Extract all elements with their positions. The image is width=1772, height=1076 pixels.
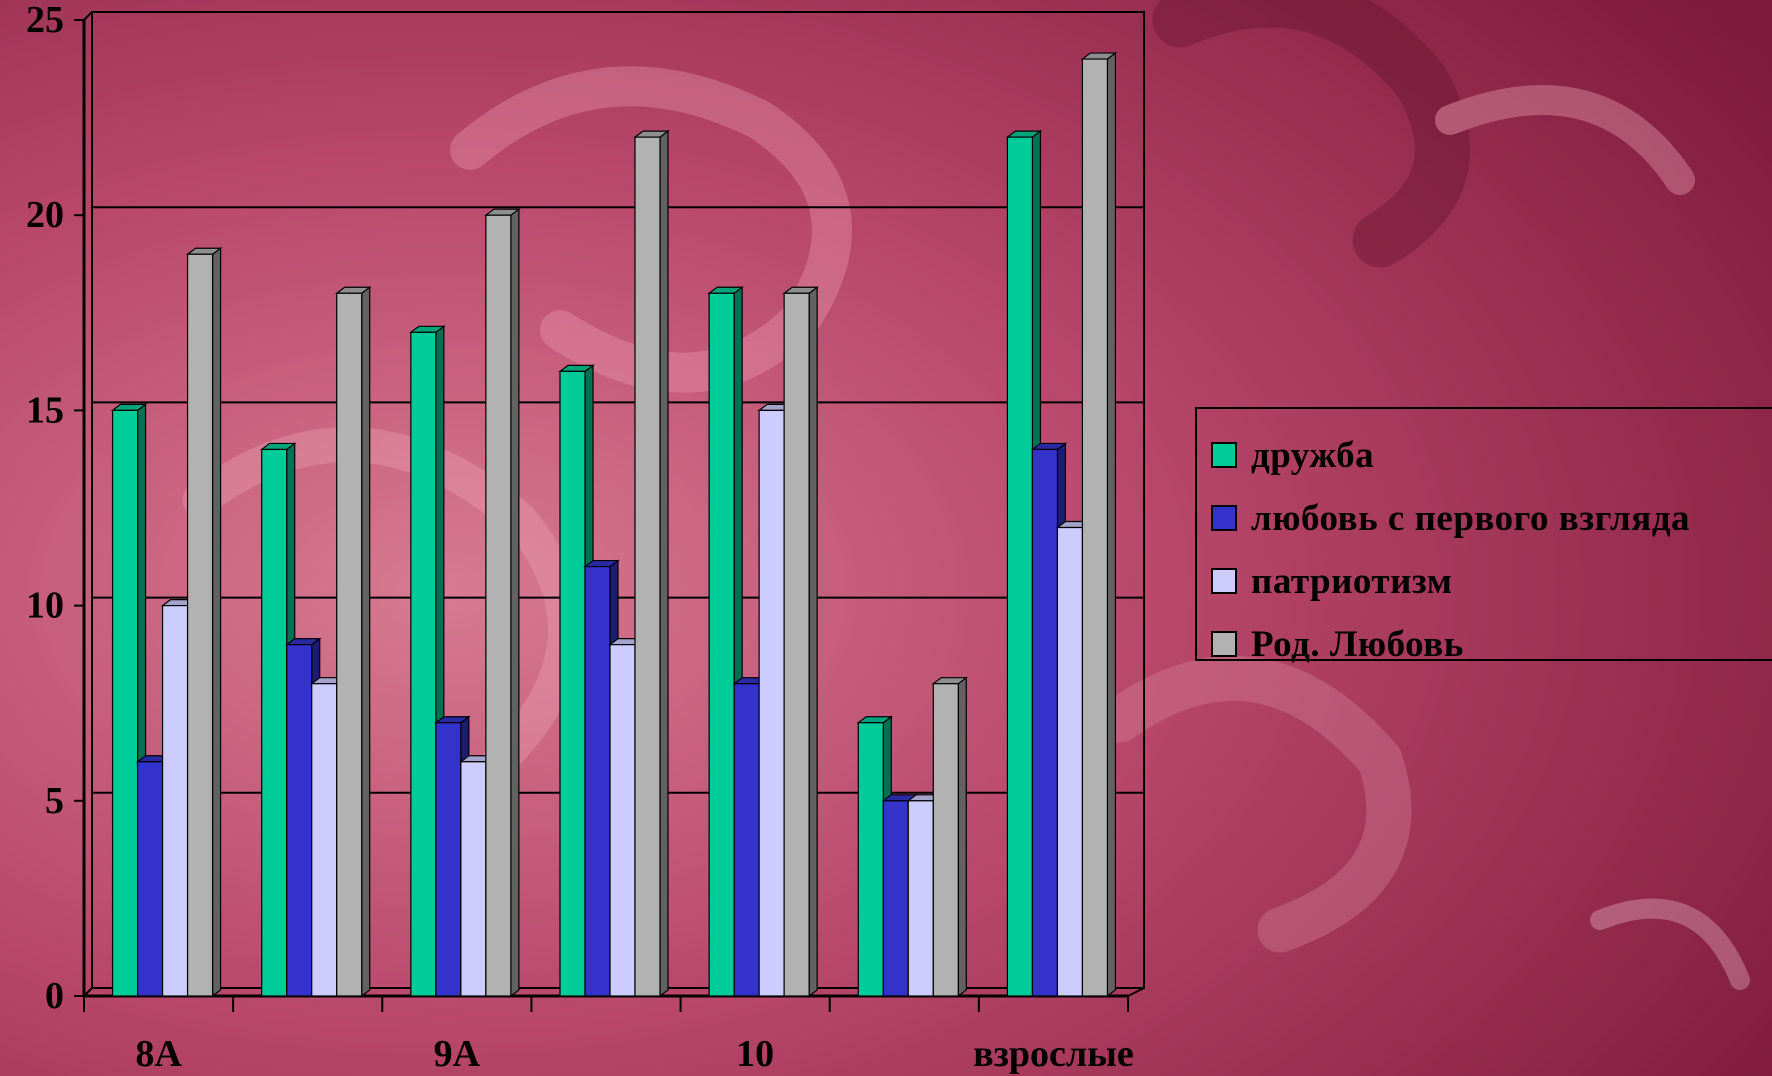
- legend: дружба любовь с первого взгляда патриотизм…: [1195, 407, 1772, 665]
- bar-front: [882, 800, 909, 997]
- legend-label: Род. Любовь: [1251, 623, 1464, 665]
- x-tick-label: 9А: [434, 1033, 481, 1075]
- depth-edge: [1127, 987, 1145, 997]
- bar-front: [1056, 526, 1084, 997]
- bar-side: [211, 247, 222, 998]
- bar: [259, 442, 297, 998]
- legend-label: патриотизм: [1251, 560, 1453, 602]
- bar: [185, 247, 223, 998]
- y-tick-label: 10: [26, 585, 64, 627]
- bar-front: [286, 644, 313, 997]
- y-tick-label: 5: [45, 780, 64, 822]
- bar-side: [1106, 51, 1117, 998]
- bar-front: [311, 683, 338, 997]
- bar-side: [957, 676, 967, 998]
- bar-front: [1031, 448, 1059, 997]
- bar-front: [336, 292, 363, 997]
- legend-swatch: [1211, 442, 1237, 468]
- bar-front: [435, 722, 462, 997]
- bar-front: [609, 644, 636, 997]
- bar-front: [485, 214, 512, 997]
- bar: [334, 286, 372, 998]
- legend-swatch: [1211, 505, 1237, 531]
- bar-front: [932, 683, 959, 997]
- legend-swatch: [1211, 568, 1237, 594]
- legend-item: Род. Любовь: [1211, 623, 1464, 665]
- bar-front: [161, 604, 189, 997]
- bar-front: [907, 800, 934, 997]
- bar: [484, 207, 521, 998]
- bar-front: [410, 331, 437, 997]
- bar-side: [510, 207, 520, 998]
- x-tick-label: 8А: [135, 1033, 182, 1075]
- bar-front: [1006, 136, 1034, 997]
- legend-item: дружба: [1211, 434, 1375, 476]
- bar-front: [1081, 58, 1109, 997]
- bar-front: [584, 565, 611, 997]
- bar-front: [733, 683, 760, 997]
- bar: [782, 286, 819, 998]
- bar: [409, 325, 446, 998]
- y-tick-labels: 0 5 10 15 20 25: [26, 0, 64, 1017]
- legend-item: любовь с первого взгляда: [1211, 497, 1691, 539]
- bar-side: [659, 129, 669, 998]
- y-tick-label: 0: [45, 975, 64, 1017]
- bar: [633, 129, 670, 998]
- bar-front: [634, 136, 661, 997]
- bar-side: [361, 286, 371, 998]
- legend-label: любовь с первого взгляда: [1251, 497, 1691, 539]
- legend-swatch: [1211, 631, 1237, 657]
- x-tick-labels: 8А 9А 10 взрослые: [135, 1033, 1133, 1075]
- legend-label: дружба: [1251, 434, 1375, 476]
- bars: [110, 51, 1118, 998]
- legend-item: патриотизм: [1211, 560, 1453, 602]
- bar-front: [111, 409, 139, 997]
- bar-front: [136, 761, 164, 997]
- x-tick-label: 10: [736, 1033, 774, 1075]
- bar-front: [186, 253, 214, 997]
- y-tick-label: 20: [26, 194, 64, 236]
- bar: [1080, 51, 1118, 998]
- bar: [707, 286, 744, 998]
- depth-edge: [83, 11, 93, 21]
- y-tick-label: 25: [26, 0, 64, 41]
- bar: [732, 676, 769, 998]
- bar-front: [460, 761, 487, 997]
- bar: [931, 676, 969, 998]
- bar-front: [261, 448, 288, 997]
- bar-front: [783, 292, 810, 997]
- bar-front: [758, 409, 785, 997]
- x-tick-label: взрослые: [973, 1033, 1134, 1075]
- bar-side: [808, 286, 818, 998]
- bar-front: [708, 292, 735, 997]
- bar-front: [559, 370, 586, 997]
- y-tick-label: 15: [26, 389, 64, 431]
- bar-front: [857, 722, 884, 997]
